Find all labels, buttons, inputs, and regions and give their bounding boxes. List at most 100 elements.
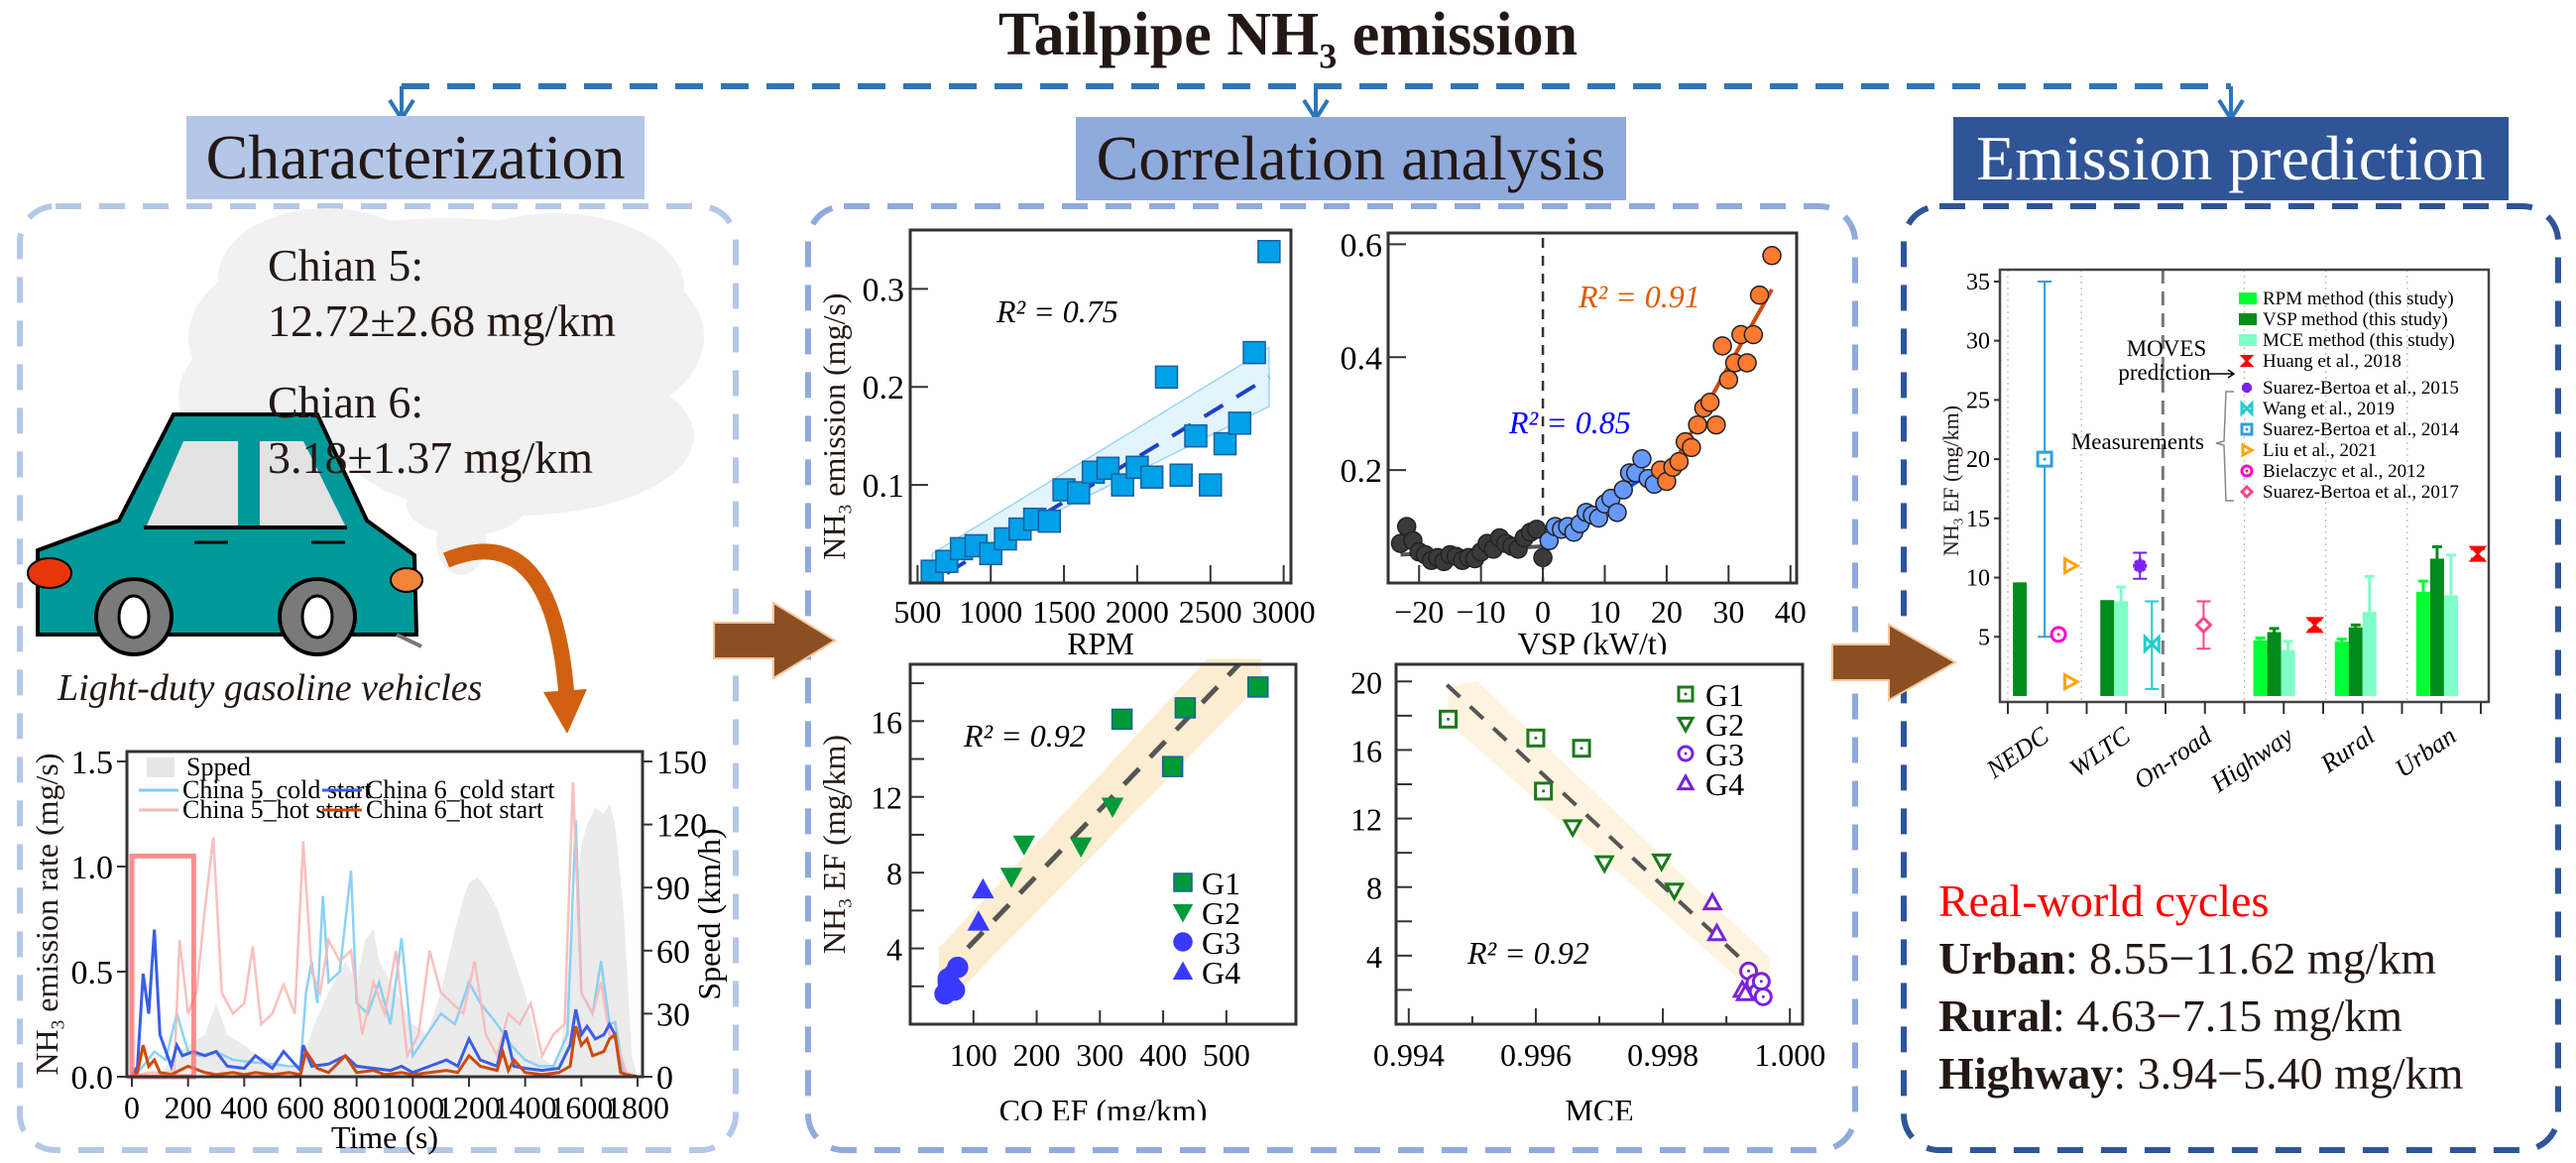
data-point-negative	[1533, 547, 1553, 568]
reference-marker-dot	[2043, 457, 2047, 461]
y-tick-label: 8	[886, 856, 902, 891]
data-point-G2	[1101, 797, 1124, 818]
data-point-G2	[1069, 837, 1093, 858]
summary-urban: Urban: 8.55−11.62 mg/km	[1938, 933, 2437, 984]
x-tick-label: 0.996	[1500, 1037, 1572, 1073]
error-bar	[2336, 638, 2347, 642]
data-point	[1037, 509, 1062, 533]
y-tick-label: 0.0	[71, 1060, 114, 1097]
legend-label: Wang et al., 2019	[2263, 399, 2395, 419]
data-point	[1228, 411, 1252, 435]
data-point->20	[1699, 393, 1720, 412]
error-bar	[2269, 627, 2280, 633]
legend-label: G1	[1705, 677, 1744, 713]
x-tick-label: 1000	[381, 1090, 444, 1125]
x-axis-label: Time (s)	[331, 1119, 438, 1155]
x-tick-label: 0.994	[1373, 1037, 1445, 1073]
data-point	[1213, 431, 1237, 456]
data-point-0-20	[1607, 503, 1627, 523]
x-tick-label: WLTC	[2064, 721, 2136, 783]
x-tick-label: 500	[1203, 1037, 1250, 1073]
series-line-2	[130, 929, 639, 1079]
summary-highway: Highway: 3.94−5.40 mg/km	[1938, 1048, 2464, 1099]
y-tick-label: 5	[1978, 625, 1990, 650]
data-point-G1	[1246, 676, 1269, 698]
data-point->20	[1749, 285, 1770, 305]
data-point->20	[1743, 324, 1764, 345]
y-tick-label: 0.1	[863, 468, 905, 505]
real-world-summary: Real-world cycles Urban: 8.55−11.62 mg/k…	[1938, 872, 2463, 1103]
legend-label: Suarez-Bertoa et al., 2015	[2263, 378, 2459, 399]
data-point-G4	[972, 877, 995, 899]
y2-axis-label: Speed (km/h)	[691, 828, 727, 999]
data-point-G4	[1701, 891, 1723, 911]
cloud-emission-text: Chian 5: 12.72±2.68 mg/km Chian 6: 3.18±…	[268, 238, 616, 486]
legend-swatch-speed	[147, 757, 175, 777]
panel-correlation	[805, 203, 1858, 1153]
x-tick-label: 20	[1651, 594, 1683, 630]
data-point-G3-dot	[1759, 980, 1763, 984]
reference-marker	[2194, 616, 2213, 635]
y-axis-label: NH3 EF (mg/km)	[816, 735, 856, 954]
data-point->20	[1712, 336, 1732, 356]
x-tick-label: −10	[1457, 594, 1506, 630]
y-tick-label: 30	[1966, 329, 1990, 355]
x-tick-label: 10	[1588, 594, 1620, 630]
y-tick-label: 12	[871, 780, 902, 816]
chart-timeseries: 0.0 0.5 1.0 1.5 0 30 60 90 120 150 0 200 400 600 800 10…	[29, 745, 727, 1155]
y-tick-label: 0.2	[1341, 453, 1383, 490]
x-tick-label: 30	[1712, 594, 1744, 630]
x-tick-label: 100	[950, 1037, 997, 1073]
reference-marker-dot	[2056, 633, 2060, 637]
x-tick-label: −20	[1394, 594, 1444, 630]
legend-marker-G3	[1173, 932, 1193, 952]
bar-RPM-Urban	[2415, 591, 2430, 696]
plot-frame	[125, 750, 644, 1079]
x-tick-label: 800	[333, 1090, 381, 1125]
x-tick-label: 500	[893, 594, 941, 630]
x-tick-label: 400	[220, 1090, 268, 1125]
x-tick-label: 1400	[494, 1090, 557, 1125]
error-bar	[2431, 545, 2442, 559]
error-bar	[2417, 579, 2428, 592]
data-point-G4	[967, 910, 991, 931]
y-tick-label: 0.6	[1341, 227, 1383, 264]
china6-label: Chian 6:	[268, 377, 424, 427]
y-tick-label: 25	[1966, 388, 1990, 413]
speed-area	[132, 803, 638, 1077]
big-arrow-2-icon	[1831, 623, 1958, 702]
bar-VSP-Rural	[2348, 627, 2363, 696]
data-point-G4	[1734, 982, 1756, 1001]
legend-label: Huang et al., 2018	[2263, 351, 2401, 372]
legend-label: Spped	[186, 753, 251, 781]
legend-label: G2	[1202, 895, 1240, 931]
exhaust-cloud-icon	[178, 208, 704, 575]
panel-characterization	[17, 203, 739, 1153]
data-point-G3-dot	[1747, 969, 1751, 973]
y-tick-label: 16	[1350, 733, 1382, 768]
legend-marker-G2	[1172, 904, 1194, 923]
data-point-G4	[1705, 922, 1728, 942]
legend-marker-dot	[2245, 427, 2249, 431]
data-point-G1-dot	[1542, 789, 1546, 793]
x-tick-label: Rural	[2314, 721, 2380, 778]
legend-marker	[2240, 400, 2254, 417]
legend-label: RPM method (this study)	[2263, 289, 2454, 309]
x-tick-label: 1800	[606, 1090, 669, 1125]
legend-swatch	[2239, 313, 2257, 325]
y-axis-label: NH3 emission (mg/s)	[816, 292, 856, 559]
legend-marker	[2239, 484, 2255, 500]
legend-label: Liu et al., 2021	[2263, 440, 2378, 461]
x-tick-label: 0	[124, 1090, 140, 1125]
data-point-G2	[1562, 819, 1583, 839]
data-point-negative	[1527, 520, 1547, 539]
y-tick-label: 10	[1966, 566, 1990, 592]
data-point->20	[1737, 353, 1757, 373]
x-tick-label: 1200	[437, 1090, 501, 1125]
x-tick-label: 1600	[549, 1090, 613, 1125]
y-tick-label: 35	[1966, 270, 1990, 295]
reference-marker	[2062, 556, 2081, 576]
data-point-G2	[1593, 855, 1615, 874]
x-tick-label: 200	[165, 1090, 212, 1125]
